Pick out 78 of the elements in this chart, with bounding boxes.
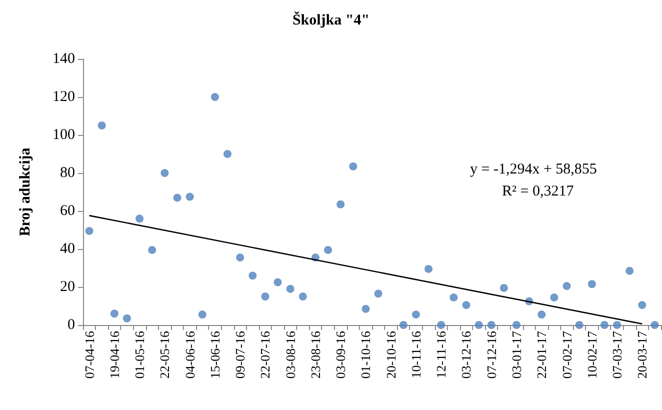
x-tick-label: 20-03-17 — [634, 330, 650, 379]
x-tick-label: 01-05-16 — [132, 330, 148, 379]
point — [487, 321, 496, 329]
point — [462, 301, 470, 310]
y-tick-label: 0 — [68, 317, 75, 333]
point — [588, 280, 596, 288]
y-tick-label: 20 — [60, 279, 75, 295]
x-tick-label: 07-12-16 — [484, 330, 499, 379]
point — [173, 194, 182, 202]
x-tick-label: 15-06-16 — [207, 330, 222, 379]
point — [399, 321, 408, 329]
x-tick-label: 10-02-17 — [584, 330, 600, 379]
y-tick-label: 100 — [52, 127, 75, 143]
x-tick-label: 01-10-16 — [358, 330, 374, 379]
x-tick-label: 07-03-17 — [610, 330, 625, 379]
x-tick-label: 03-01-17 — [509, 330, 524, 379]
point — [424, 264, 433, 273]
x-tick-label: 23-08-16 — [308, 330, 323, 379]
chart-title: Školjka "4" — [292, 10, 370, 28]
y-tick-label: 60 — [60, 203, 75, 219]
y-tick-label: 80 — [60, 165, 75, 181]
point — [110, 310, 118, 318]
y-axis-title: Broj adukcija — [18, 147, 34, 236]
x-tick-label: 22-01-17 — [534, 330, 550, 379]
point — [638, 301, 646, 310]
point — [274, 278, 282, 286]
point — [650, 321, 659, 329]
point — [286, 284, 294, 293]
point — [575, 321, 584, 329]
x-tick-label: 09-07-16 — [232, 330, 248, 379]
point — [600, 321, 608, 329]
point — [362, 304, 370, 313]
point — [160, 169, 169, 177]
x-tick-label: 19-04-16 — [106, 330, 122, 379]
x-tick-label: 22-05-16 — [157, 330, 172, 379]
point — [550, 293, 558, 302]
point — [412, 310, 420, 319]
annotation: y = -1,294x + 58,855 — [470, 162, 597, 178]
point — [437, 321, 446, 329]
x-tick-label: 04-06-16 — [182, 330, 198, 379]
point — [562, 282, 571, 290]
point — [198, 310, 206, 319]
point — [224, 150, 232, 158]
point — [210, 93, 219, 101]
x-tick-label: 07-04-16 — [82, 330, 97, 379]
point — [613, 321, 622, 329]
x-tick-label: 12-11-16 — [434, 330, 449, 378]
point — [374, 290, 382, 298]
x-tick-label: 03-09-16 — [333, 330, 348, 379]
point — [85, 226, 94, 235]
y-tick-label: 120 — [52, 89, 75, 105]
point — [500, 284, 508, 292]
point — [98, 122, 106, 130]
point — [474, 321, 483, 329]
point — [349, 162, 358, 170]
point — [324, 246, 332, 254]
point — [261, 292, 270, 300]
point — [538, 310, 546, 319]
point — [298, 292, 307, 300]
x-tick-label: 03-12-16 — [458, 330, 474, 379]
point — [512, 321, 520, 329]
point — [626, 266, 634, 275]
point — [336, 200, 345, 208]
point — [248, 272, 257, 280]
point — [148, 246, 156, 254]
point — [136, 214, 144, 223]
y-tick-label: 40 — [60, 241, 75, 257]
y-tick-label: 140 — [52, 51, 75, 67]
point — [450, 293, 458, 302]
x-tick-label: 07-02-17 — [559, 330, 574, 379]
x-tick-label: 03-08-16 — [282, 330, 298, 379]
point — [236, 254, 244, 262]
point — [122, 314, 131, 322]
annotation: R² = 0,3217 — [502, 184, 574, 200]
x-tick-label: 20-10-16 — [383, 330, 398, 379]
point — [186, 192, 194, 201]
x-tick-label: 10-11-16 — [408, 330, 424, 378]
x-tick-label: 22-07-16 — [258, 330, 273, 379]
